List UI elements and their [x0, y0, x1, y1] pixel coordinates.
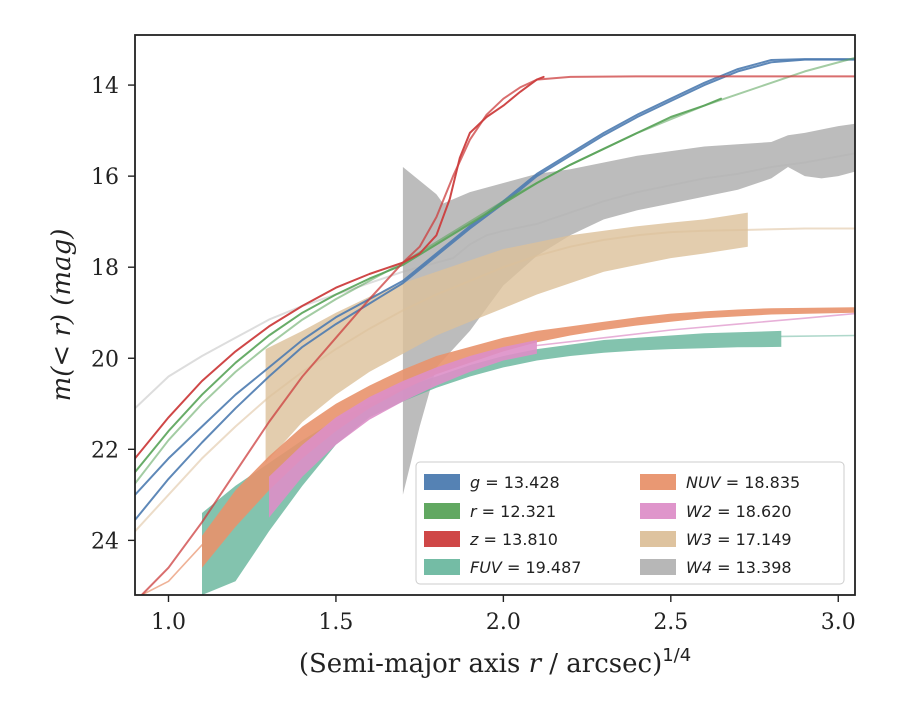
legend-value-g: = 13.428: [480, 473, 560, 492]
y-tick-label: 24: [91, 529, 119, 554]
legend-label-W2: W2 = 18.620: [686, 502, 792, 521]
series-FUV-line: [780, 334, 855, 338]
legend-swatch-z: [424, 531, 460, 547]
legend-value-W3: = 17.149: [712, 530, 792, 549]
legend-value-r: = 12.321: [477, 502, 557, 521]
legend-value-FUV: = 19.487: [502, 558, 582, 577]
x-axis-label-var: r: [529, 649, 543, 679]
x-axis-label-main: (Semi-major axis: [299, 649, 529, 679]
x-axis-label-exponent: 1/4: [662, 645, 691, 666]
y-tick-label: 18: [91, 256, 119, 281]
legend-label-NUV: NUV = 18.835: [686, 473, 800, 492]
legend-band-W3: W3: [686, 530, 712, 549]
series-W4-band: [402, 123, 855, 495]
x-axis: 1.0 1.5 2.0 2.5 3.0: [151, 595, 856, 635]
legend-value-W4: = 13.398: [712, 558, 792, 577]
legend-label-g: g = 13.428: [470, 473, 560, 492]
legend-band-g: g: [470, 473, 480, 492]
legend-band-NUV: NUV: [686, 473, 722, 492]
series-W2: [269, 312, 855, 518]
x-axis-label: (Semi-major axis r / arcsec)1/4: [299, 645, 691, 679]
legend-label-W3: W3 = 17.149: [686, 530, 792, 549]
legend-label-r: r = 12.321: [470, 502, 556, 521]
x-axis-label-tail: / arcsec): [541, 649, 662, 679]
series-W3-band: [265, 212, 748, 463]
legend-swatch-W2: [640, 503, 676, 519]
legend-value-z: = 13.810: [478, 530, 558, 549]
legend-value-NUV: = 18.835: [721, 473, 801, 492]
legend-swatch-W4: [640, 559, 676, 575]
legend-band-W2: W2: [686, 502, 712, 521]
legend-band-FUV: FUV: [470, 558, 503, 577]
x-tick-label: 1.0: [151, 610, 186, 635]
legend-frame: [415, 461, 845, 585]
legend-band-W4: W4: [686, 558, 712, 577]
legend-swatch-r: [424, 503, 460, 519]
series-FUV: [202, 330, 855, 595]
x-tick-label: 2.0: [486, 610, 521, 635]
legend-swatch-g: [424, 474, 460, 490]
series-r-line-2: [135, 56, 855, 485]
x-tick-label: 2.5: [653, 610, 688, 635]
series-z: [135, 75, 855, 595]
y-tick-label: 22: [91, 438, 119, 463]
legend-swatch-NUV: [640, 474, 676, 490]
series-W4: [135, 123, 855, 495]
x-tick-label: 3.0: [821, 610, 856, 635]
series-layer: [135, 56, 855, 595]
legend-label-z: z = 13.810: [469, 530, 558, 549]
series-g-line-2: [135, 58, 855, 521]
series-FUV-band: [202, 330, 782, 595]
series-W2-band: [269, 340, 537, 518]
series-z-line-1: [135, 75, 545, 460]
legend-swatch-FUV: [424, 559, 460, 575]
y-tick-label: 14: [91, 74, 119, 99]
series-W2-line: [536, 312, 855, 347]
series-z-line-2: [140, 75, 855, 595]
y-axis: 14 16 18 20 22 24: [91, 74, 135, 554]
legend-value-W2: = 18.620: [712, 502, 792, 521]
series-W3: [135, 212, 855, 533]
series-r: [135, 56, 855, 485]
legend-band-z: z: [469, 530, 479, 549]
x-tick-label: 1.5: [318, 610, 353, 635]
series-NUV-line: [140, 544, 203, 595]
y-tick-label: 16: [91, 165, 119, 190]
series-NUV: [140, 307, 855, 595]
plot-frame: [134, 34, 856, 596]
y-axis-label: m(< r) (mag): [47, 229, 77, 402]
legend-band-r: r: [470, 502, 478, 521]
legend-label-FUV: FUV = 19.487: [470, 558, 581, 577]
legend-label-W4: W4 = 13.398: [686, 558, 792, 577]
legend-swatch-W3: [640, 531, 676, 547]
y-tick-label: 20: [91, 347, 119, 372]
